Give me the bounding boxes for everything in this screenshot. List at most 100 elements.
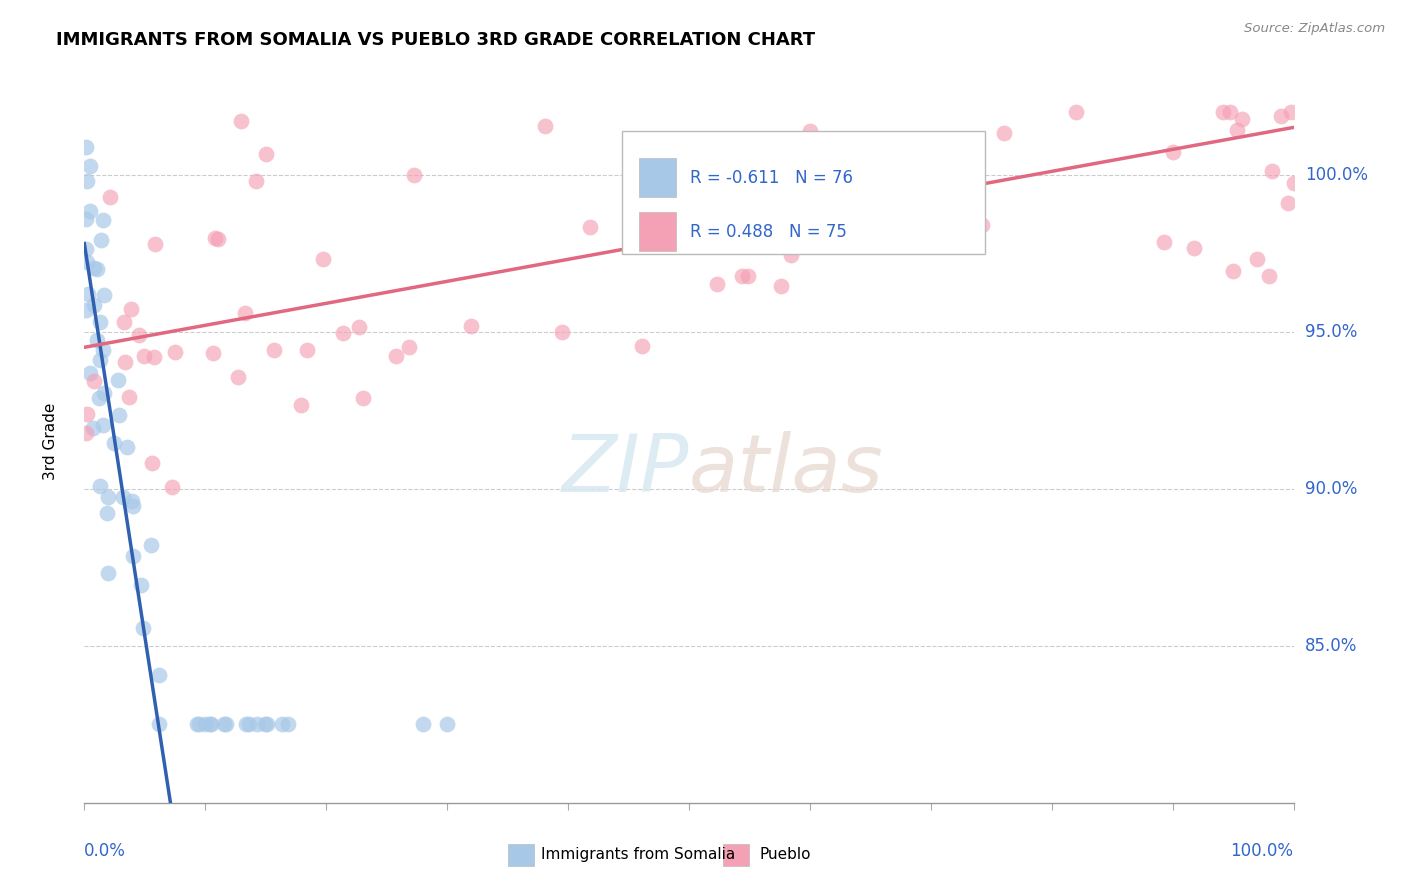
Point: [1279, 104, 1302, 119]
Point: [332, 326, 354, 341]
Point: [204, 231, 226, 245]
Point: [83, 298, 105, 312]
Point: [620, 175, 643, 189]
Point: [76, 255, 98, 269]
Point: [86, 333, 108, 347]
Point: [98, 190, 121, 204]
Point: [93, 386, 115, 401]
Point: [132, 621, 155, 635]
Point: [254, 717, 277, 731]
Point: [76, 286, 98, 301]
Text: 100.0%: 100.0%: [1230, 842, 1294, 860]
Point: [200, 717, 222, 731]
Point: [202, 346, 225, 360]
Point: [89, 478, 111, 492]
Point: [162, 480, 184, 494]
Point: [91, 213, 114, 227]
Text: R = 0.488   N = 75: R = 0.488 N = 75: [690, 223, 846, 241]
Point: [737, 269, 759, 284]
Point: [200, 717, 222, 731]
Point: [246, 717, 269, 731]
Point: [263, 343, 285, 358]
Point: [86, 262, 108, 277]
Point: [993, 126, 1015, 140]
Point: [212, 717, 235, 731]
Point: [235, 717, 257, 731]
Point: [943, 228, 966, 243]
Text: ZIP: ZIP: [561, 432, 689, 509]
Text: atlas: atlas: [689, 432, 884, 509]
Point: [270, 717, 292, 731]
Text: 85.0%: 85.0%: [1305, 637, 1357, 655]
Point: [402, 168, 425, 182]
Point: [76, 174, 98, 188]
Point: [659, 151, 682, 165]
Point: [436, 717, 458, 731]
Point: [254, 146, 277, 161]
Point: [79, 204, 101, 219]
Point: [1153, 235, 1175, 250]
Point: [579, 219, 602, 234]
Point: [1226, 122, 1249, 136]
Point: [128, 328, 150, 343]
Point: [245, 174, 267, 188]
Point: [89, 391, 111, 405]
Text: 0.0%: 0.0%: [84, 842, 127, 860]
Point: [460, 319, 482, 334]
Point: [75, 426, 97, 441]
Point: [1219, 104, 1241, 119]
Point: [75, 242, 97, 256]
Point: [107, 373, 129, 387]
Text: R = -0.611   N = 76: R = -0.611 N = 76: [690, 169, 853, 186]
Point: [238, 717, 260, 731]
Point: [91, 417, 114, 432]
Point: [121, 494, 143, 508]
Point: [93, 288, 115, 302]
Point: [229, 114, 252, 128]
Point: [1282, 176, 1305, 190]
Point: [1222, 264, 1244, 278]
Point: [83, 261, 105, 276]
Point: [349, 320, 371, 334]
Point: [111, 490, 134, 504]
Point: [215, 717, 238, 731]
Point: [129, 578, 152, 592]
Point: [186, 717, 208, 731]
Text: Source: ZipAtlas.com: Source: ZipAtlas.com: [1244, 22, 1385, 36]
Point: [277, 717, 299, 731]
Point: [96, 506, 118, 520]
Point: [398, 340, 420, 354]
Point: [141, 456, 163, 470]
Text: Pueblo: Pueblo: [759, 847, 811, 863]
Point: [76, 407, 98, 421]
Bar: [640, 158, 676, 197]
Point: [90, 234, 112, 248]
Bar: [723, 844, 749, 865]
Point: [107, 408, 129, 422]
Point: [1261, 164, 1284, 178]
Point: [807, 217, 830, 231]
Point: [139, 538, 162, 552]
Text: IMMIGRANTS FROM SOMALIA VS PUEBLO 3RD GRADE CORRELATION CHART: IMMIGRANTS FROM SOMALIA VS PUEBLO 3RD GR…: [56, 31, 815, 49]
Point: [385, 349, 408, 363]
Point: [118, 390, 141, 404]
Point: [103, 435, 125, 450]
Point: [1277, 196, 1299, 211]
Point: [115, 441, 138, 455]
Point: [769, 279, 792, 293]
Point: [89, 315, 111, 329]
Point: [1064, 104, 1087, 119]
Point: [82, 421, 104, 435]
Point: [1230, 112, 1253, 127]
Point: [1270, 109, 1292, 123]
Text: Immigrants from Somalia: Immigrants from Somalia: [541, 847, 735, 863]
Point: [631, 339, 654, 353]
Point: [779, 248, 801, 262]
Point: [75, 139, 97, 153]
Point: [132, 349, 155, 363]
Point: [148, 717, 170, 731]
Point: [142, 350, 165, 364]
Point: [235, 306, 257, 320]
Text: 95.0%: 95.0%: [1305, 323, 1357, 341]
Bar: [508, 844, 534, 865]
